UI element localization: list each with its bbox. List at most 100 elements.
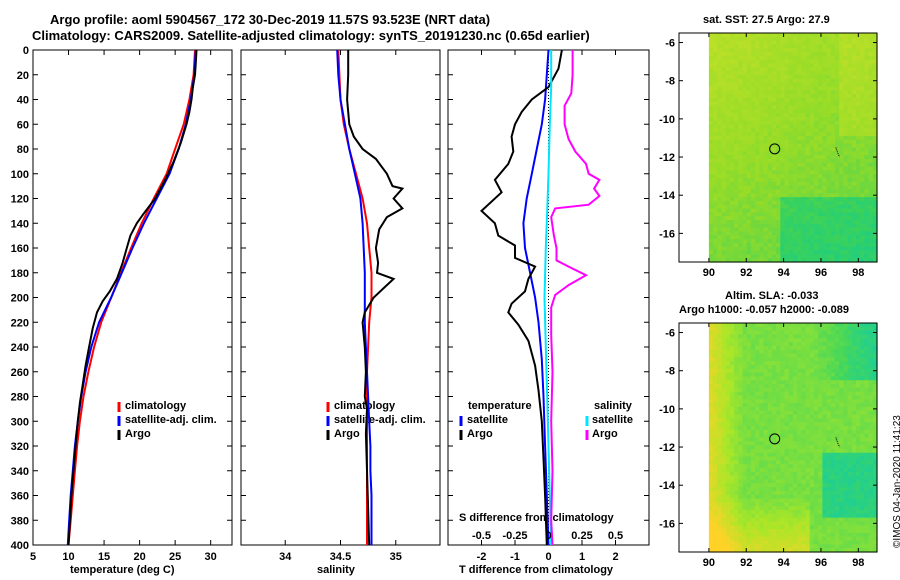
depth-tick-label: 220 — [11, 317, 29, 329]
sla-map-cell — [788, 406, 794, 412]
sst-map-cell — [771, 147, 777, 152]
sla-map-cell — [797, 403, 802, 408]
sla-map-cell — [843, 330, 849, 336]
sst-map-cell — [813, 74, 819, 80]
sst-map-cell — [868, 59, 874, 65]
sst-map-cell — [780, 181, 786, 187]
sla-map-cell — [729, 418, 735, 423]
sla-map-cell — [818, 471, 823, 477]
sst-map-cell — [721, 86, 727, 91]
sla-map-cell — [826, 342, 832, 347]
sst-map-cell — [809, 67, 815, 72]
sla-map-cell — [725, 513, 731, 519]
sst-map-cell — [767, 78, 773, 84]
sla-map-cell — [788, 399, 794, 404]
sla-map-cell — [872, 342, 878, 347]
sst-map-cell — [839, 59, 844, 65]
sst-map-cell — [855, 48, 861, 53]
sla-map-cell — [847, 349, 853, 355]
sst-map-cell — [759, 63, 765, 68]
sla-map-cell — [759, 384, 765, 389]
sla-map-cell — [746, 498, 752, 503]
sst-map-cell — [729, 239, 735, 244]
sla-map-cell — [729, 525, 735, 530]
sla-map-cell — [725, 525, 731, 530]
sla-map-cell — [734, 345, 739, 351]
sla-map-cell — [725, 338, 731, 343]
sla-map-cell — [813, 345, 819, 351]
sla-map-cell — [822, 468, 828, 473]
sla-map-cell — [750, 448, 756, 454]
sst-map-cell — [801, 147, 807, 152]
sst-map-cell — [725, 197, 731, 202]
sla-map-cell — [801, 536, 807, 542]
sst-map-cell — [872, 124, 878, 130]
sla-map-cell — [763, 536, 769, 542]
sst-map-cell — [771, 40, 777, 46]
sst-map-cell — [851, 36, 857, 42]
sla-map-cell — [839, 345, 844, 351]
sst-map-cell — [813, 204, 819, 210]
sla-map-cell — [763, 445, 769, 450]
sla-map-cell — [860, 498, 865, 503]
sla-map-cell — [868, 372, 874, 378]
sst-map-cell — [788, 40, 794, 46]
sst-map-cell — [868, 109, 874, 114]
sla-map-cell — [713, 483, 718, 488]
sst-map-cell — [750, 44, 756, 49]
sst-map-cell — [767, 246, 773, 252]
sla-map-cell — [717, 364, 723, 370]
sst-map-cell — [725, 55, 731, 61]
sst-map-cell — [822, 55, 828, 61]
sst-map-cell — [872, 212, 878, 217]
sla-map-cell — [763, 330, 769, 336]
sla-map-cell — [868, 323, 874, 328]
sst-map-cell — [851, 174, 857, 179]
sla-map-cell — [813, 460, 819, 465]
sla-map-cell — [801, 540, 807, 545]
sla-map-cell — [763, 452, 769, 458]
sst-map-cell — [750, 174, 756, 179]
sla-map-cell — [767, 513, 773, 519]
sst-map-cell — [776, 197, 781, 202]
sst-map-cell — [734, 147, 739, 152]
sst-map-cell — [839, 124, 844, 130]
sst-map-cell — [805, 52, 811, 57]
sst-map-cell — [729, 132, 735, 137]
sst-map-cell — [797, 90, 802, 95]
sst-map-cell — [725, 155, 731, 160]
sst-map-cell — [771, 116, 777, 122]
sst-map-cell — [742, 158, 748, 164]
sst-map-cell — [822, 246, 828, 252]
sla-map-cell — [780, 513, 786, 519]
sst-map-cell — [792, 78, 798, 84]
sla-map-cell — [792, 349, 798, 355]
sst-map-cell — [864, 185, 870, 191]
sla-map-cell — [755, 490, 760, 496]
sst-map-cell — [847, 189, 853, 194]
sla-map-cell — [818, 357, 823, 362]
sla-map-cell — [767, 510, 773, 515]
sla-map-cell — [809, 361, 815, 366]
sst-map-cell — [851, 220, 857, 225]
sla-map-cell — [713, 426, 718, 431]
sst-map-cell — [734, 227, 739, 233]
sla-map-cell — [788, 532, 794, 538]
sst-map-cell — [826, 200, 832, 206]
sla-map-cell — [847, 433, 853, 439]
sla-map-cell — [763, 372, 769, 378]
sst-map-cell — [708, 40, 714, 46]
sst-map-cell — [750, 120, 756, 126]
sst-map-cell — [855, 90, 861, 95]
sla-map-cell — [855, 357, 861, 362]
sst-map-cell — [763, 67, 769, 72]
sla-map-cell — [742, 513, 748, 519]
sst-map-cell — [805, 109, 811, 114]
sla-map-cell — [872, 487, 878, 492]
sla-map-cell — [776, 510, 781, 515]
sst-map-cell — [750, 132, 756, 137]
sla-map-cell — [830, 334, 836, 339]
sla-map-cell — [818, 464, 823, 469]
sla-map-cell — [809, 502, 815, 507]
sst-map-cell — [729, 128, 735, 133]
